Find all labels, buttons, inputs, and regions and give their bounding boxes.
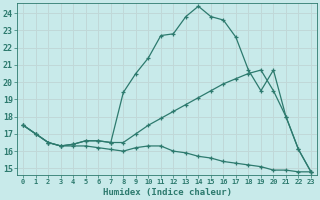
X-axis label: Humidex (Indice chaleur): Humidex (Indice chaleur): [103, 188, 232, 197]
